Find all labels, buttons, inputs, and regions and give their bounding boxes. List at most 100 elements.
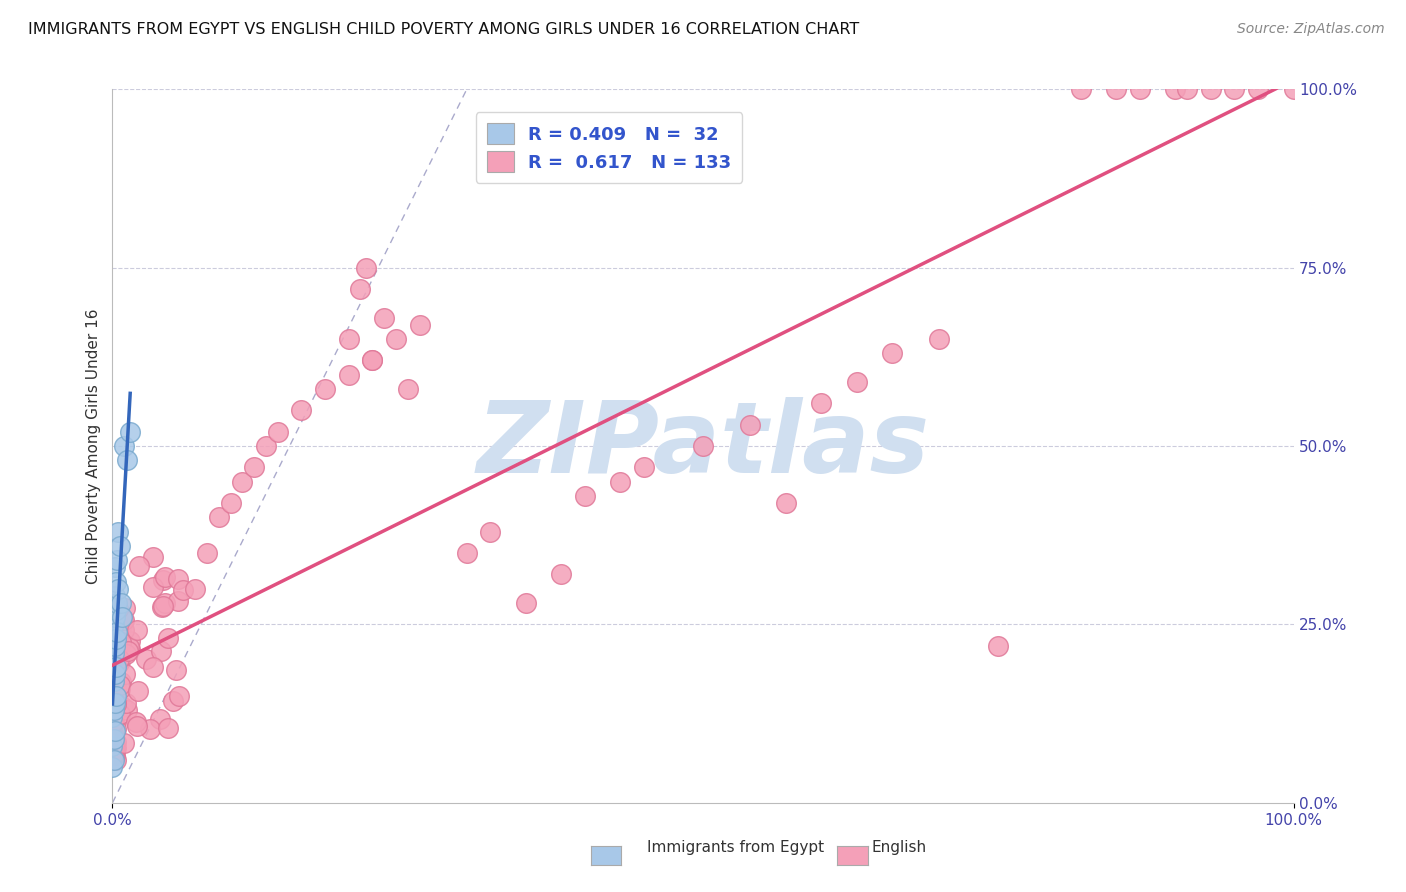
Point	[337, 368, 360, 382]
Point	[103, 646, 125, 660]
Point	[111, 618, 134, 632]
Point	[103, 744, 125, 758]
Point	[1282, 82, 1305, 96]
Point	[243, 460, 266, 475]
Point	[408, 318, 430, 332]
Point	[110, 674, 132, 689]
Point	[103, 736, 125, 750]
Point	[166, 572, 188, 586]
Point	[110, 706, 132, 721]
Point	[107, 582, 129, 596]
Point	[103, 703, 125, 717]
Point	[105, 603, 128, 617]
Point	[219, 496, 242, 510]
Point	[103, 677, 125, 691]
Point	[349, 282, 371, 296]
Point	[104, 610, 127, 624]
Point	[142, 550, 165, 565]
Point	[103, 646, 125, 660]
Point	[105, 574, 128, 589]
Point	[104, 660, 127, 674]
Point	[107, 652, 129, 666]
Point	[101, 716, 124, 731]
Point	[110, 635, 132, 649]
Text: English: English	[872, 840, 927, 855]
Point	[105, 656, 128, 670]
Point	[115, 703, 138, 717]
Point	[104, 681, 127, 695]
Point	[114, 601, 136, 615]
Point	[208, 510, 231, 524]
Point	[142, 581, 165, 595]
Point	[172, 582, 194, 597]
Point	[111, 610, 134, 624]
Point	[104, 675, 127, 690]
Point	[740, 417, 762, 432]
Point	[385, 332, 408, 346]
Point	[105, 639, 128, 653]
Point	[104, 589, 127, 603]
Point	[104, 722, 127, 736]
Point	[456, 546, 478, 560]
Point	[775, 496, 797, 510]
Point	[105, 657, 128, 671]
Point	[138, 723, 160, 737]
Point	[142, 660, 165, 674]
Point	[1199, 82, 1222, 96]
Point	[165, 663, 187, 677]
Point	[128, 558, 150, 573]
Point	[103, 748, 125, 763]
Point	[111, 700, 134, 714]
Point	[184, 582, 207, 596]
Point	[1223, 82, 1246, 96]
Point	[108, 539, 131, 553]
Point	[1175, 82, 1198, 96]
Point	[162, 694, 184, 708]
Point	[195, 546, 218, 560]
Point	[101, 747, 124, 761]
Point	[104, 681, 127, 695]
Point	[104, 740, 127, 755]
Point	[103, 685, 125, 699]
Text: Source: ZipAtlas.com: Source: ZipAtlas.com	[1237, 22, 1385, 37]
Point	[101, 748, 124, 763]
Point	[928, 332, 950, 346]
Point	[108, 654, 131, 668]
Point	[574, 489, 596, 503]
Legend: R = 0.409   N =  32, R =  0.617   N = 133: R = 0.409 N = 32, R = 0.617 N = 133	[475, 112, 742, 183]
Point	[290, 403, 312, 417]
Point	[396, 382, 419, 396]
Point	[107, 602, 129, 616]
Point	[104, 716, 127, 731]
Point	[101, 731, 124, 745]
Point	[125, 719, 148, 733]
Point	[609, 475, 631, 489]
Point	[115, 647, 138, 661]
Point	[1247, 82, 1270, 96]
Point	[104, 667, 127, 681]
Point	[117, 644, 139, 658]
Point	[810, 396, 832, 410]
Point	[104, 740, 127, 755]
Point	[149, 712, 172, 726]
Point	[153, 570, 176, 584]
Point	[1105, 82, 1128, 96]
Point	[152, 573, 174, 587]
Point	[103, 679, 125, 693]
Point	[112, 613, 135, 627]
Point	[118, 642, 141, 657]
Point	[112, 439, 135, 453]
Text: ZIPatlas: ZIPatlas	[477, 398, 929, 494]
Point	[101, 690, 124, 705]
Point	[633, 460, 655, 475]
Point	[101, 710, 124, 724]
Point	[105, 660, 128, 674]
Point	[267, 425, 290, 439]
Point	[105, 624, 128, 639]
Point	[104, 639, 127, 653]
Point	[103, 730, 125, 744]
Point	[156, 632, 179, 646]
Point	[314, 382, 336, 396]
Point	[101, 706, 124, 721]
Point	[115, 453, 138, 467]
